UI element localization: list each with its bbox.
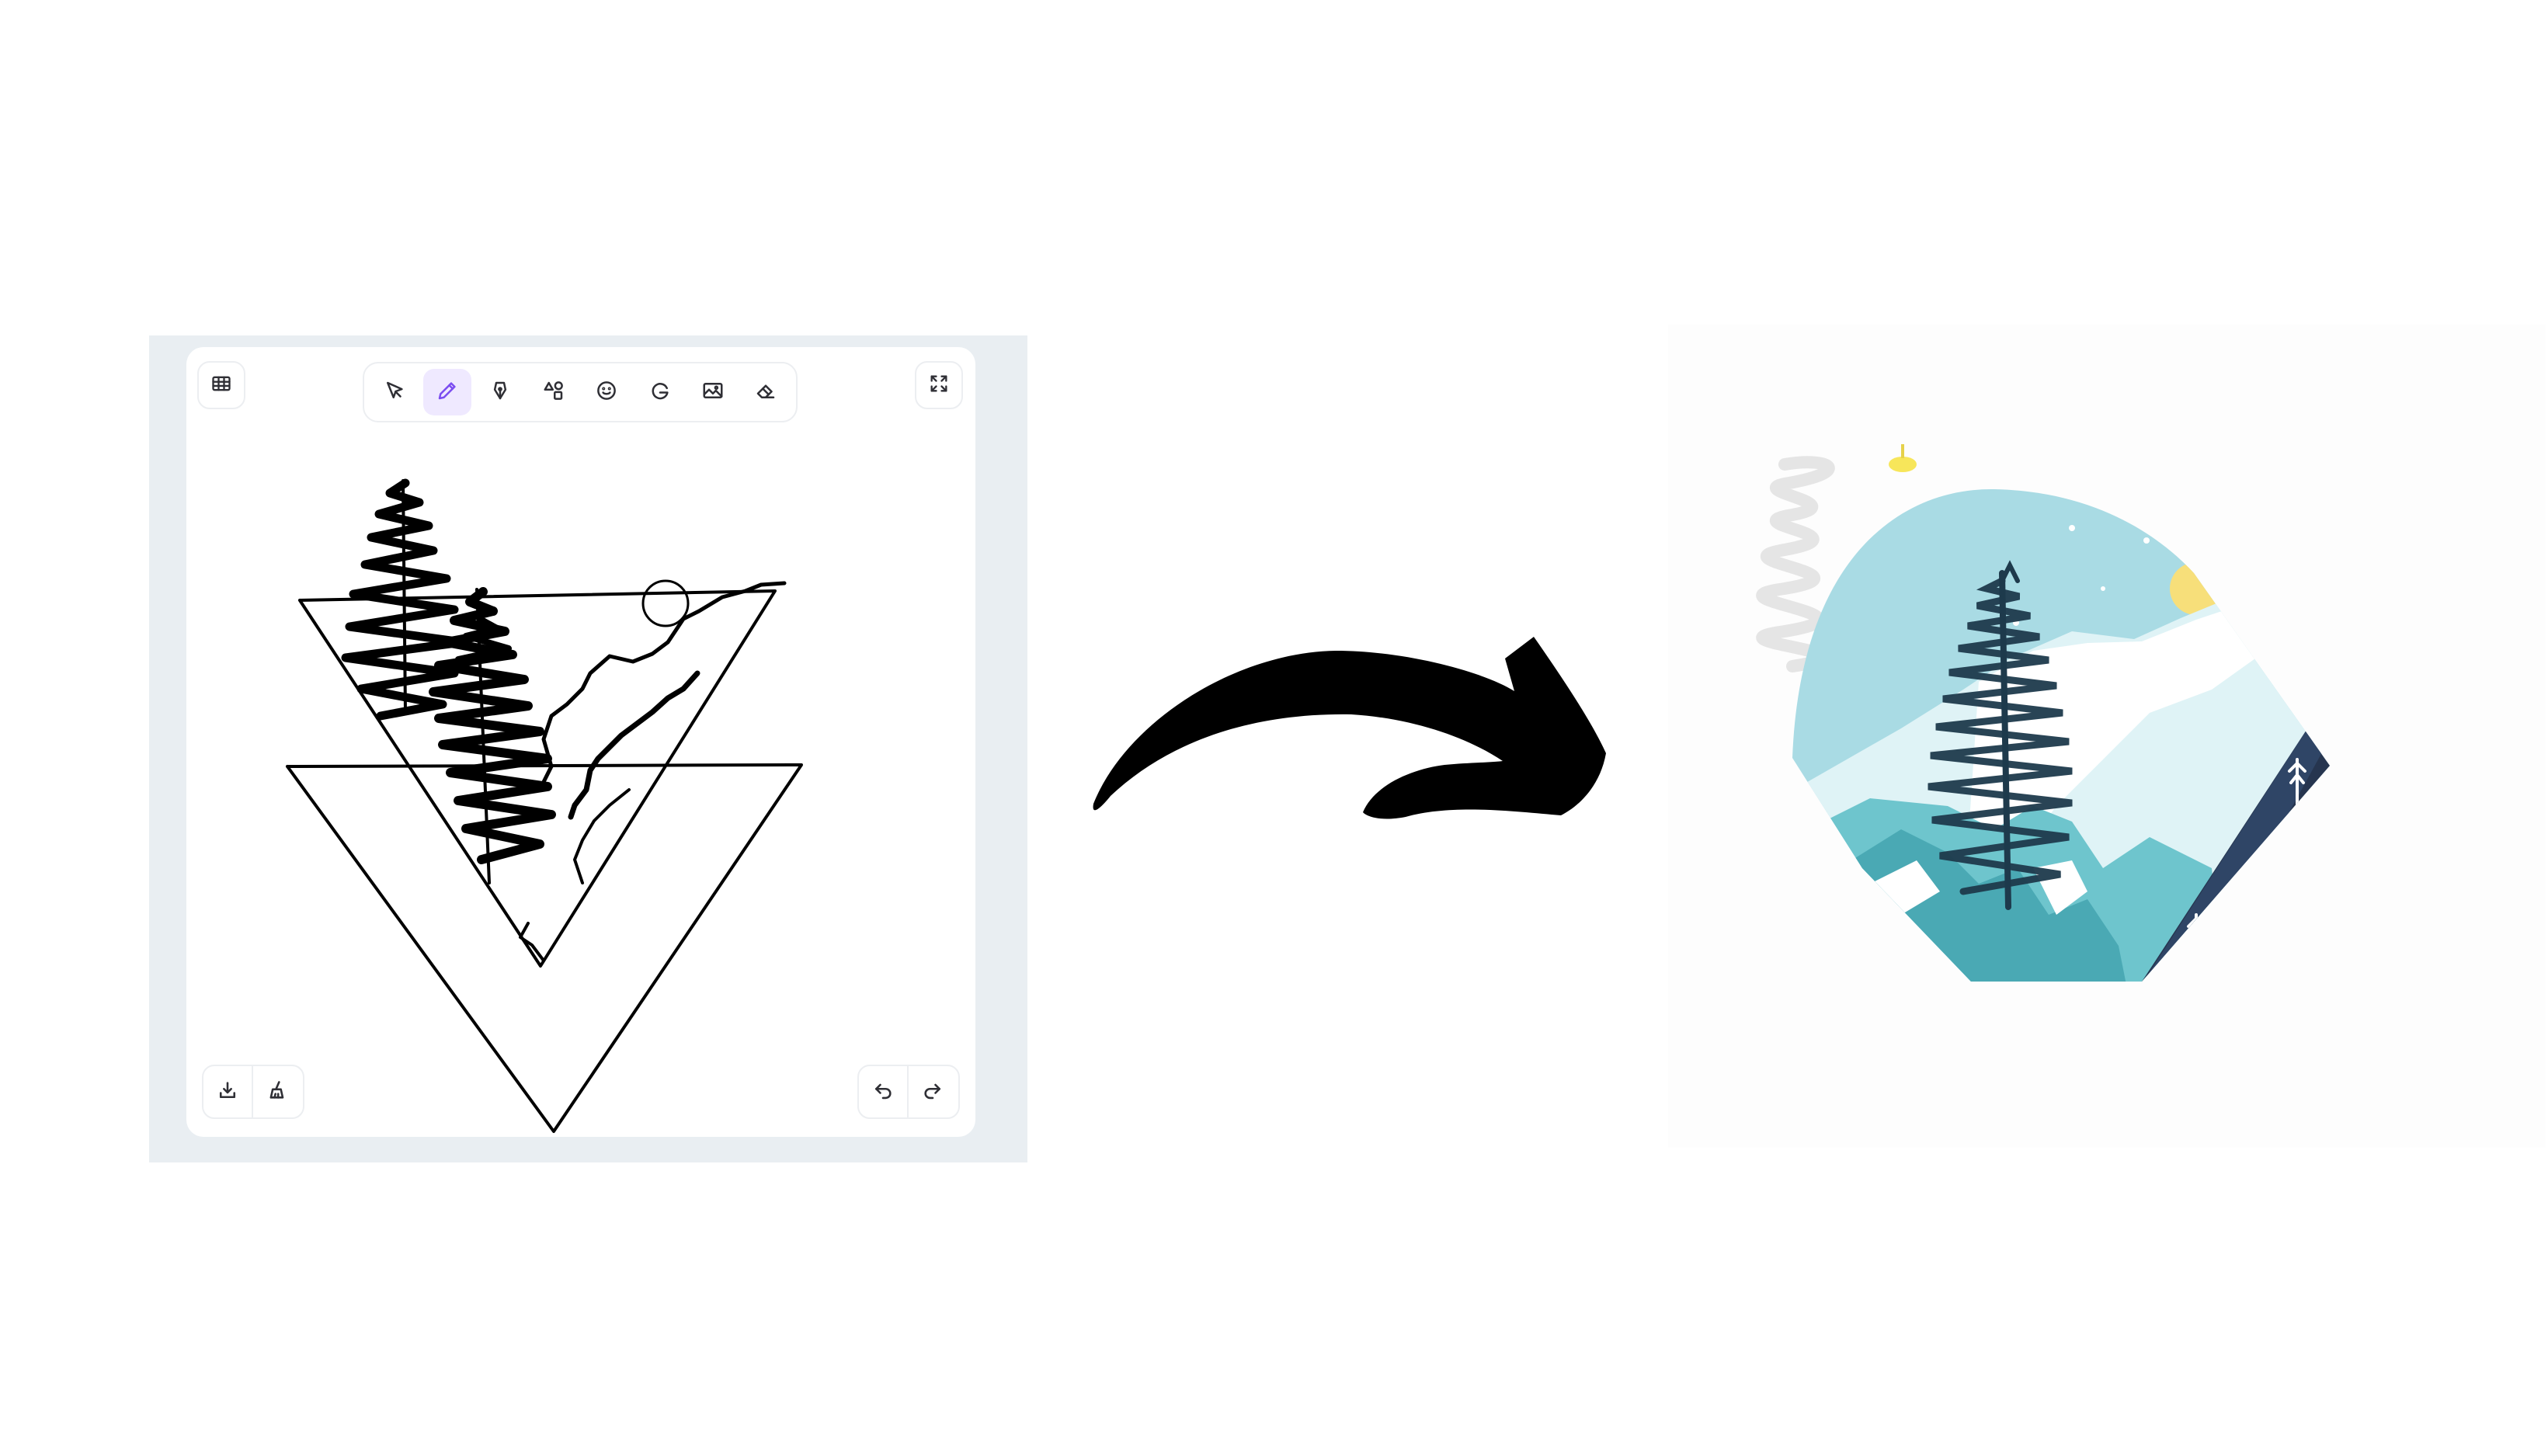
download-button[interactable] <box>203 1066 252 1117</box>
g-logo-icon <box>648 379 672 406</box>
generated-image-panel <box>1668 325 2546 1148</box>
eraser-icon <box>754 379 777 406</box>
tool-eraser-button[interactable] <box>742 369 790 415</box>
generated-landscape-illustration <box>1756 444 2330 982</box>
tool-gif-button[interactable] <box>636 369 683 415</box>
fullscreen-button[interactable] <box>915 361 963 409</box>
fullscreen-icon <box>928 373 950 398</box>
tool-select-button[interactable] <box>370 369 418 415</box>
history-controls <box>857 1065 960 1119</box>
tool-emoji-button[interactable] <box>583 369 631 415</box>
pencil-icon <box>436 379 459 406</box>
image-icon <box>701 379 725 406</box>
bottom-left-controls <box>202 1065 304 1119</box>
smiley-icon <box>595 379 618 406</box>
redo-icon <box>922 1079 944 1105</box>
download-icon <box>217 1079 238 1105</box>
grid-button[interactable] <box>197 361 245 409</box>
pen-nib-icon <box>488 379 512 406</box>
undo-icon <box>872 1079 894 1105</box>
tool-pencil-button[interactable] <box>423 369 471 415</box>
tool-palette <box>363 362 798 422</box>
sketch-drawing <box>286 478 803 1133</box>
clear-canvas-button[interactable] <box>252 1066 301 1117</box>
tool-image-button[interactable] <box>689 369 736 415</box>
redo-button[interactable] <box>907 1066 957 1117</box>
curved-arrow-right-icon <box>1093 637 1606 819</box>
clear-canvas-icon <box>266 1079 288 1105</box>
undo-button[interactable] <box>859 1066 907 1117</box>
cursor-arrow-icon <box>383 379 406 406</box>
shapes-icon <box>542 379 565 406</box>
grid-icon <box>210 373 232 398</box>
drawing-canvas[interactable] <box>186 347 975 1137</box>
tool-shapes-button[interactable] <box>530 369 577 415</box>
tool-pen-button[interactable] <box>477 369 524 415</box>
